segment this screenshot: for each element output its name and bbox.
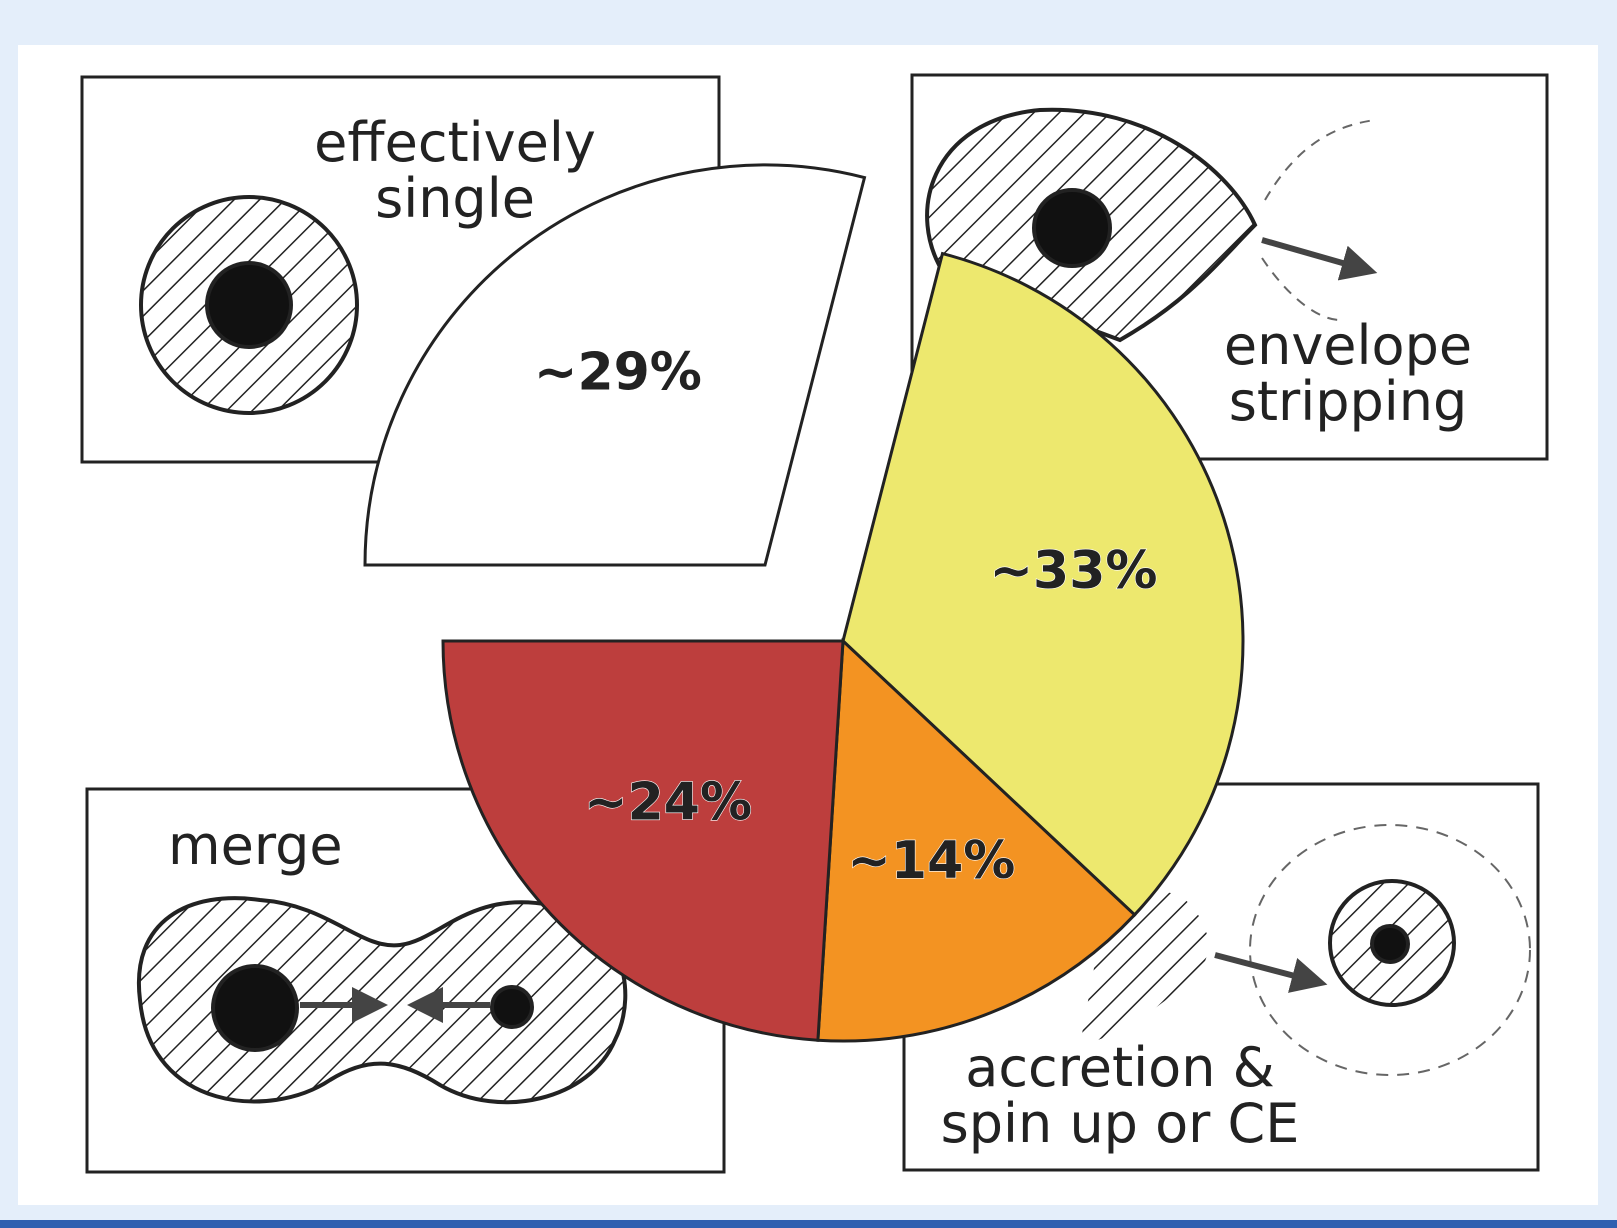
pie-slice	[363, 163, 867, 567]
value-label: ~14%	[847, 831, 1015, 891]
roche-lobe	[1261, 119, 1376, 321]
star-core	[490, 985, 534, 1029]
value-label: ~24%	[584, 772, 752, 832]
pie-slice	[441, 639, 845, 1042]
pie-slice	[841, 251, 1245, 917]
star-core	[1032, 188, 1112, 268]
category-label: effectively single	[314, 111, 596, 230]
star-core	[205, 261, 293, 349]
category-label: merge	[168, 814, 343, 877]
arrow	[1214, 952, 1328, 993]
star-core	[211, 964, 299, 1052]
value-label: ~33%	[989, 541, 1157, 601]
pie: ~33% ~14% ~24% ~29%	[363, 163, 1245, 1043]
bottom-bar	[0, 1220, 1617, 1228]
arrow	[1261, 237, 1378, 281]
category-label: accretion & spin up or CE	[940, 1036, 1300, 1155]
star-core	[1370, 924, 1410, 964]
pie-slice	[816, 637, 1137, 1043]
roche-lobe	[1249, 824, 1531, 1076]
category-label: envelope stripping	[1223, 314, 1473, 433]
value-label: ~29%	[534, 342, 702, 402]
illustrations	[136, 107, 1531, 1105]
